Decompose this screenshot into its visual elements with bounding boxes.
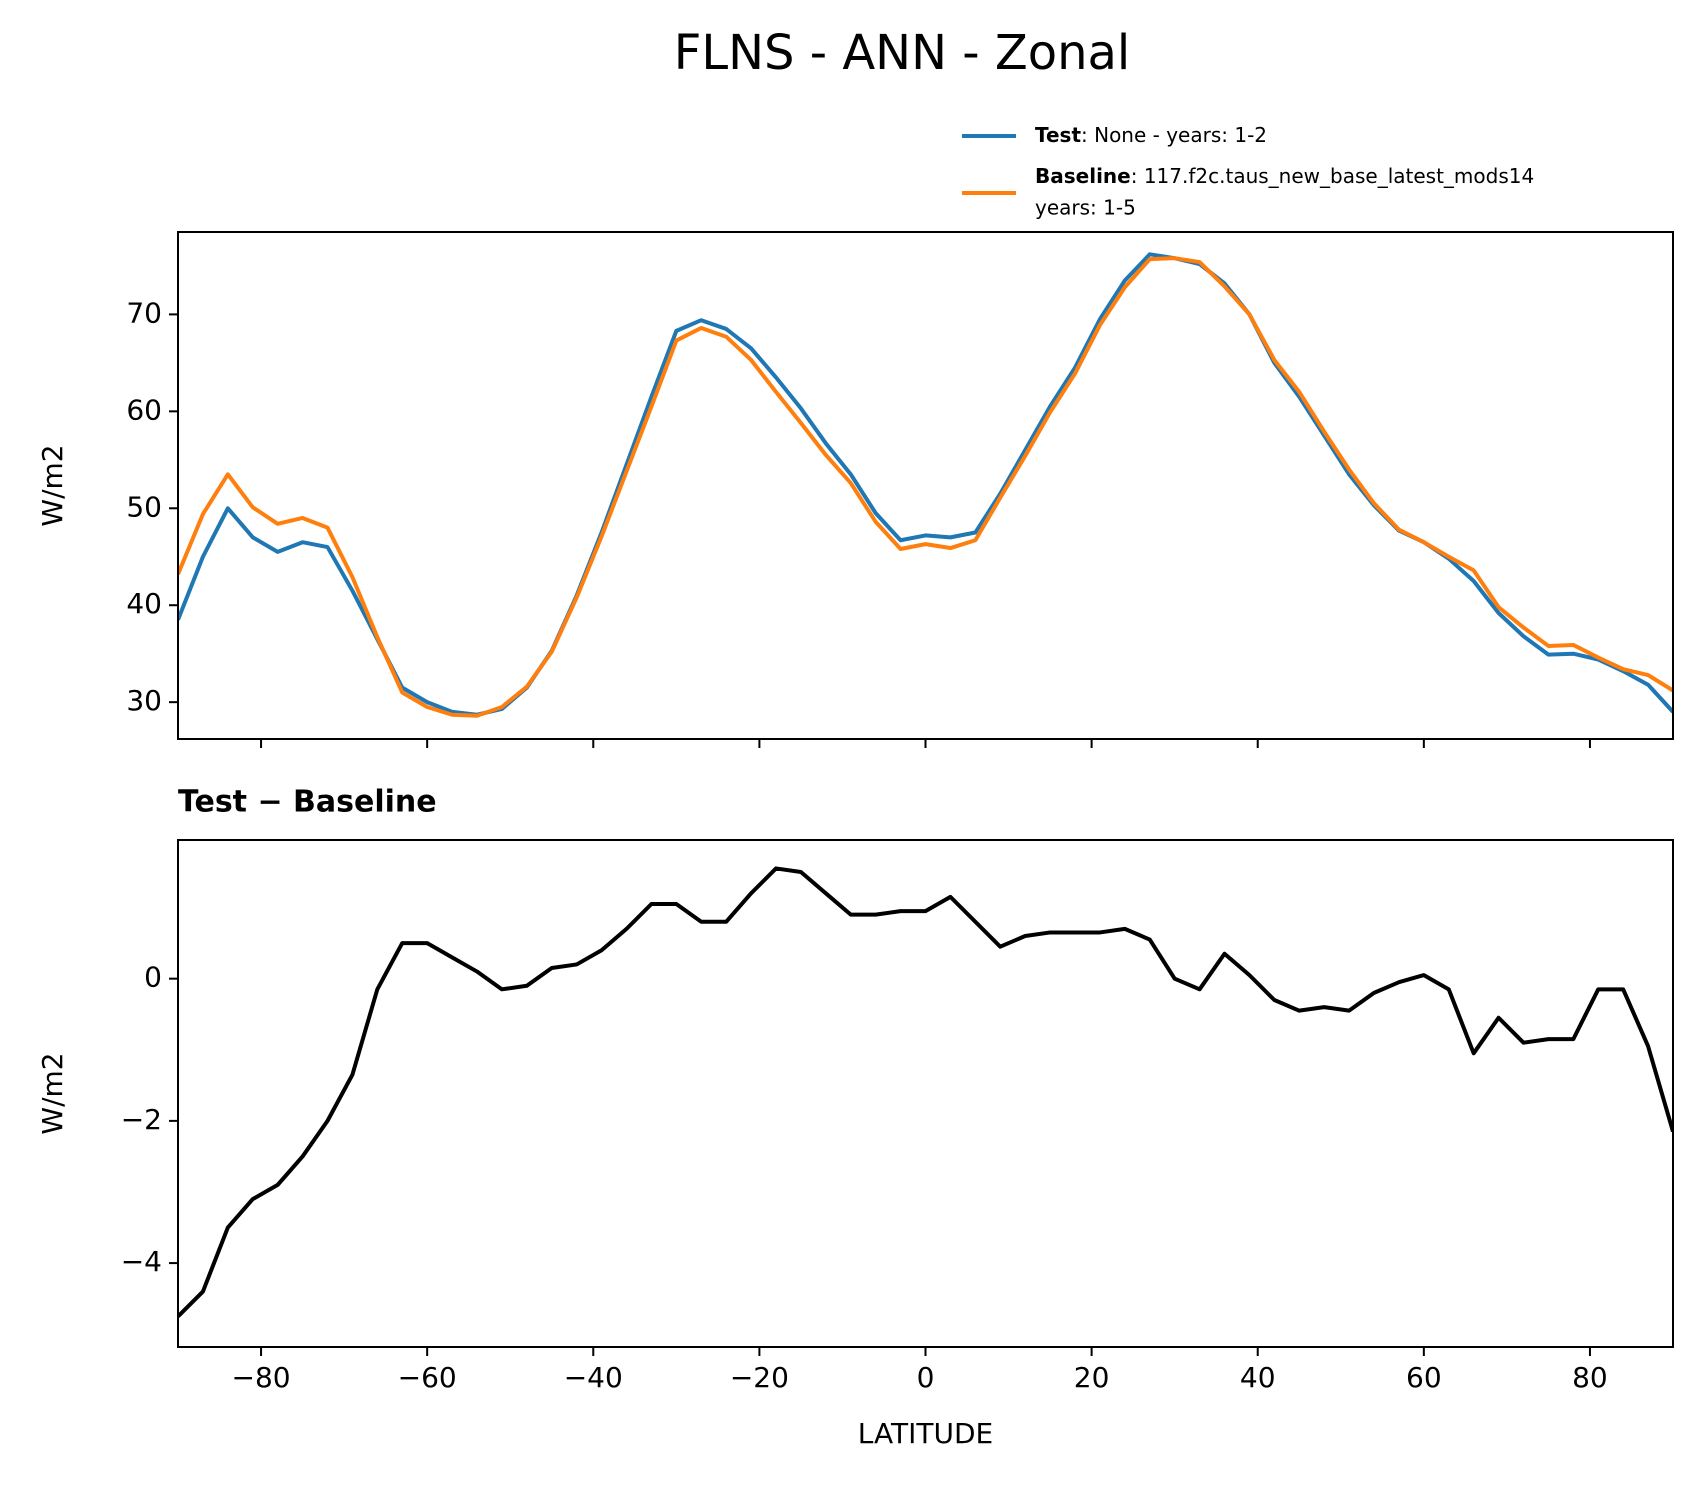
- x-tick-label: 60: [1406, 1361, 1442, 1394]
- legend-description: : 117.f2c.taus_new_base_latest_mods14: [1131, 164, 1534, 188]
- series-line: [178, 256, 1673, 718]
- x-tick-label: 20: [1074, 1361, 1110, 1394]
- figure-title: FLNS - ANN - Zonal: [674, 25, 1130, 81]
- legend-description: years: 1-5: [1035, 196, 1136, 220]
- y-tick-label: −2: [121, 1103, 162, 1136]
- x-tick-label: −20: [730, 1361, 789, 1394]
- legend-label: Test: None - years: 1-2: [1035, 123, 1267, 147]
- axes-title: Test − Baseline: [178, 785, 437, 820]
- x-tick-label: 80: [1572, 1361, 1608, 1394]
- y-tick-label: 0: [144, 961, 162, 994]
- x-tick-label: 0: [917, 1361, 935, 1394]
- y-tick-label: 50: [126, 490, 162, 523]
- x-tick-label: 40: [1240, 1361, 1276, 1394]
- legend-name: Baseline: [1035, 164, 1131, 188]
- legend-label: Baseline: 117.f2c.taus_new_base_latest_m…: [1035, 164, 1534, 188]
- y-tick-label: 40: [126, 587, 162, 620]
- y-tick-label: 30: [126, 684, 162, 717]
- legend-description: : None - years: 1-2: [1081, 123, 1267, 147]
- y-tick-label: 60: [126, 393, 162, 426]
- y-tick-label: −4: [121, 1245, 162, 1278]
- x-tick-label: −80: [232, 1361, 291, 1394]
- y-tick-label: 70: [126, 296, 162, 329]
- legend-name: Test: [1035, 123, 1081, 147]
- x-tick-label: −40: [564, 1361, 623, 1394]
- series-line: [178, 866, 1673, 1318]
- x-tick-label: −60: [398, 1361, 457, 1394]
- y-axis-label: W/m2: [36, 444, 69, 526]
- y-axis-label: W/m2: [36, 1052, 69, 1134]
- x-axis-label: LATITUDE: [858, 1417, 993, 1450]
